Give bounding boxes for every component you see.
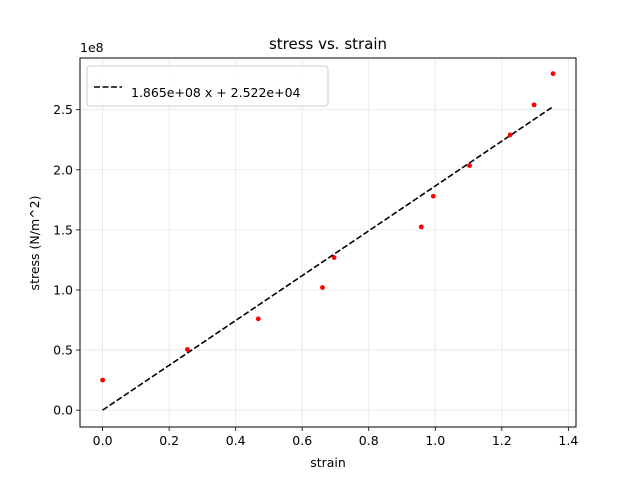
fit-line-layer bbox=[102, 105, 554, 411]
x-tick-label: 0.0 bbox=[93, 433, 113, 448]
y-tick-label: 1.5 bbox=[53, 222, 73, 237]
data-point bbox=[320, 285, 325, 290]
x-tick-label: 0.8 bbox=[359, 433, 379, 448]
x-tick-label: 0.6 bbox=[292, 433, 312, 448]
x-tick-label: 1.4 bbox=[558, 433, 578, 448]
data-point bbox=[100, 377, 106, 383]
fit-line bbox=[102, 105, 554, 411]
y-axis-title: stress (N/m^2) bbox=[27, 196, 42, 291]
y-axis-offset-label: 1e8 bbox=[80, 40, 104, 55]
data-point bbox=[430, 193, 436, 199]
data-point bbox=[507, 132, 513, 138]
plot-frame bbox=[79, 57, 577, 428]
x-tick-label: 0.4 bbox=[226, 433, 246, 448]
x-tick-label: 1.2 bbox=[492, 433, 512, 448]
data-point bbox=[550, 71, 556, 77]
legend: 1.865e+08 x + 2.522e+04 bbox=[86, 65, 329, 107]
data-points bbox=[100, 71, 556, 383]
y-tick-label: 1.0 bbox=[53, 282, 73, 297]
x-tick-label: 1.0 bbox=[425, 433, 445, 448]
y-axis-ticks: 0.0 0.5 1.0 1.5 2.0 2.5 bbox=[53, 102, 80, 418]
data-point bbox=[531, 102, 537, 108]
data-point bbox=[331, 255, 337, 260]
data-point bbox=[418, 224, 424, 230]
y-tick-label: 0.5 bbox=[53, 343, 73, 358]
legend-box bbox=[86, 65, 329, 107]
y-tick-label: 0.0 bbox=[53, 403, 73, 418]
chart-title: stress vs. strain bbox=[269, 35, 387, 53]
x-tick-label: 0.2 bbox=[159, 433, 179, 448]
x-axis-title: strain bbox=[310, 455, 346, 470]
data-point bbox=[467, 163, 472, 168]
y-tick-label: 2.5 bbox=[53, 102, 73, 117]
data-point bbox=[255, 316, 261, 322]
grid bbox=[80, 58, 576, 427]
y-tick-label: 2.0 bbox=[53, 162, 73, 177]
data-point bbox=[185, 347, 190, 352]
legend-entry-fit-line: 1.865e+08 x + 2.522e+04 bbox=[131, 85, 301, 100]
x-axis-ticks: 0.0 0.2 0.4 0.6 0.8 1.0 1.2 1.4 bbox=[93, 427, 578, 448]
